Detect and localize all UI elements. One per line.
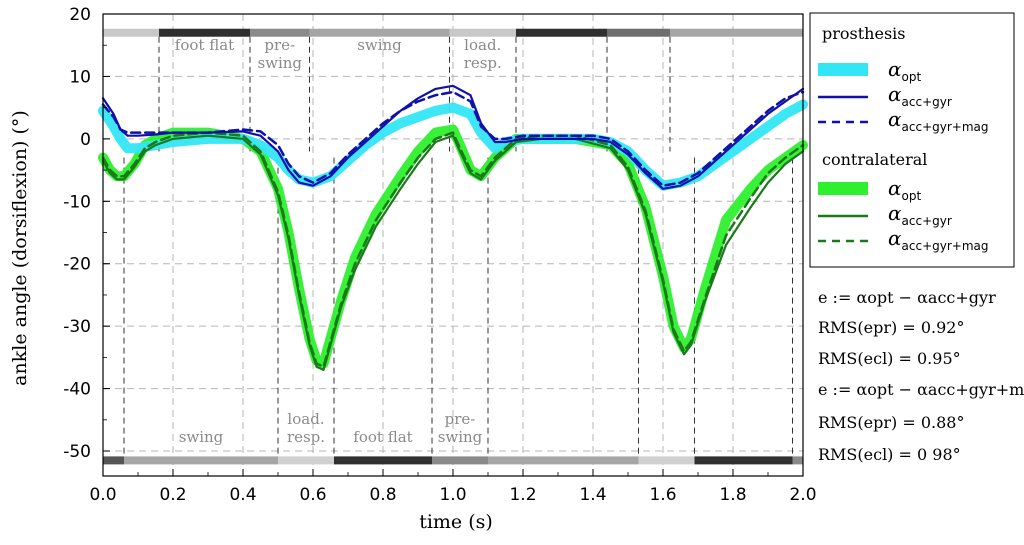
bottom-phase-bar	[638, 456, 695, 465]
legend-alpha: α	[888, 82, 902, 106]
legend-label-pr-accgyrmag: αacc+gyr+mag	[888, 107, 989, 134]
x-tick-label: 1.8	[719, 485, 746, 505]
rms-contralateral-2: RMS(ecl) = 0 98°	[818, 445, 961, 464]
gait-event-lines	[123, 36, 793, 457]
bottom-phase-bar	[792, 456, 803, 465]
error-definition-2: e := αopt − αacc+gyr+mag	[818, 380, 1024, 399]
top-phase-bar	[607, 28, 670, 37]
x-axis-label: time (s)	[419, 511, 493, 533]
legend-label-pr-accgyr: αacc+gyr	[888, 82, 952, 109]
y-tick-label: -30	[63, 317, 91, 337]
bottom-phase-bar	[124, 456, 278, 465]
legend-alpha: α	[888, 226, 902, 250]
x-tick-label: 0.0	[89, 485, 116, 505]
legend-sub: acc+gyr+mag	[902, 239, 989, 253]
error-definition-1: e := αopt − αacc+gyr	[818, 288, 996, 307]
top-phase-label: pre-	[264, 36, 295, 54]
x-tick-label: 1.4	[579, 485, 606, 505]
bottom-phase-bar	[432, 456, 488, 465]
rms-prosthesis-1: RMS(epr) = 0.92°	[818, 318, 964, 337]
legend-title-contralateral: contralateral	[822, 150, 927, 169]
series-lines	[98, 84, 808, 371]
bottom-phase-label: load.	[287, 410, 324, 428]
x-tick-label: 2.0	[789, 485, 816, 505]
bottom-phase-bar	[488, 456, 639, 465]
legend-label-cl-accgyrmag: αacc+gyr+mag	[888, 226, 989, 253]
legend-title-prosthesis: prosthesis	[822, 24, 905, 43]
y-tick-label: -40	[63, 380, 91, 400]
x-tick-label: 0.6	[299, 485, 326, 505]
y-tick-label: -10	[63, 192, 91, 212]
x-tick-label: 1.6	[649, 485, 676, 505]
legend-sub: acc+gyr+mag	[902, 120, 989, 134]
top-phase-bar	[670, 28, 803, 37]
x-tick-label: 0.2	[159, 485, 186, 505]
legend-label-pr-opt: αopt	[888, 57, 921, 84]
top-phase-bar	[309, 28, 450, 37]
x-tick-label: 0.8	[369, 485, 396, 505]
bottom-phase-bar	[334, 456, 432, 465]
legend-box	[809, 12, 1015, 268]
axes	[102, 13, 804, 477]
grid	[102, 13, 804, 476]
bottom-phase-label: pre-	[445, 410, 476, 428]
rms-prosthesis-2: RMS(epr) = 0.88°	[818, 413, 964, 432]
top-phase-bar	[103, 28, 159, 37]
x-tick-label: 1.0	[439, 485, 466, 505]
legend-label-cl-accgyr: αacc+gyr	[888, 201, 952, 228]
rms-annotations: e := αopt − αacc+gyr RMS(epr) = 0.92° RM…	[818, 288, 1024, 464]
bottom-phase-label: swing	[179, 428, 224, 446]
bottom-phase-label: foot flat	[353, 428, 412, 446]
rms-contralateral-1: RMS(ecl) = 0.95°	[818, 349, 961, 368]
legend-sub: acc+gyr	[902, 95, 952, 109]
bottom-phase-bar	[694, 456, 793, 465]
bottom-phase-bar	[103, 456, 124, 465]
top-phase-bar	[516, 28, 607, 37]
legend: prosthesis αopt αacc+gyr αacc+gyr+mag co…	[809, 12, 1015, 268]
legend-sub: opt	[902, 70, 922, 84]
y-tick-label: 0	[80, 130, 91, 150]
series-cl-accgyr	[101, 134, 805, 371]
legend-swatch-cl-opt	[818, 182, 868, 195]
top-phase-bar	[159, 28, 250, 37]
legend-alpha: α	[888, 176, 902, 200]
tick-labels: 0.0 0.2 0.4 0.6 0.8 1.0 1.2 1.4 1.6 1.8 2.0 20 10 0 -1…	[63, 5, 816, 505]
top-phase-bar	[449, 28, 516, 37]
series-pr-accgyrmag	[101, 90, 805, 187]
legend-sub: acc+gyr	[902, 214, 952, 228]
legend-alpha: α	[888, 57, 902, 81]
top-phase-label: swing	[257, 54, 302, 72]
top-phase-label: resp.	[464, 54, 502, 72]
bottom-phase-label: resp.	[287, 428, 325, 446]
y-tick-label: 20	[69, 5, 91, 25]
y-axis-label: ankle angle (dorsiflexion) (°)	[9, 110, 31, 386]
y-tick-label: 10	[69, 67, 91, 87]
series-cl-accgyrmag	[101, 131, 805, 368]
top-phase-label: load.	[464, 36, 501, 54]
legend-swatch-pr-opt	[818, 63, 868, 76]
top-phase-bar	[250, 28, 310, 37]
x-tick-label: 0.4	[229, 485, 256, 505]
y-tick-label: -50	[63, 442, 91, 462]
legend-sub: opt	[902, 189, 922, 203]
bottom-phase-label: swing	[438, 428, 483, 446]
legend-label-cl-opt: αopt	[888, 176, 921, 203]
bottom-phase-bar	[278, 456, 334, 465]
y-tick-label: -20	[63, 255, 91, 275]
x-tick-label: 1.2	[509, 485, 536, 505]
top-phase-label: swing	[357, 36, 402, 54]
legend-alpha: α	[888, 201, 902, 225]
legend-alpha: α	[888, 107, 902, 131]
top-phase-label: foot flat	[175, 36, 234, 54]
